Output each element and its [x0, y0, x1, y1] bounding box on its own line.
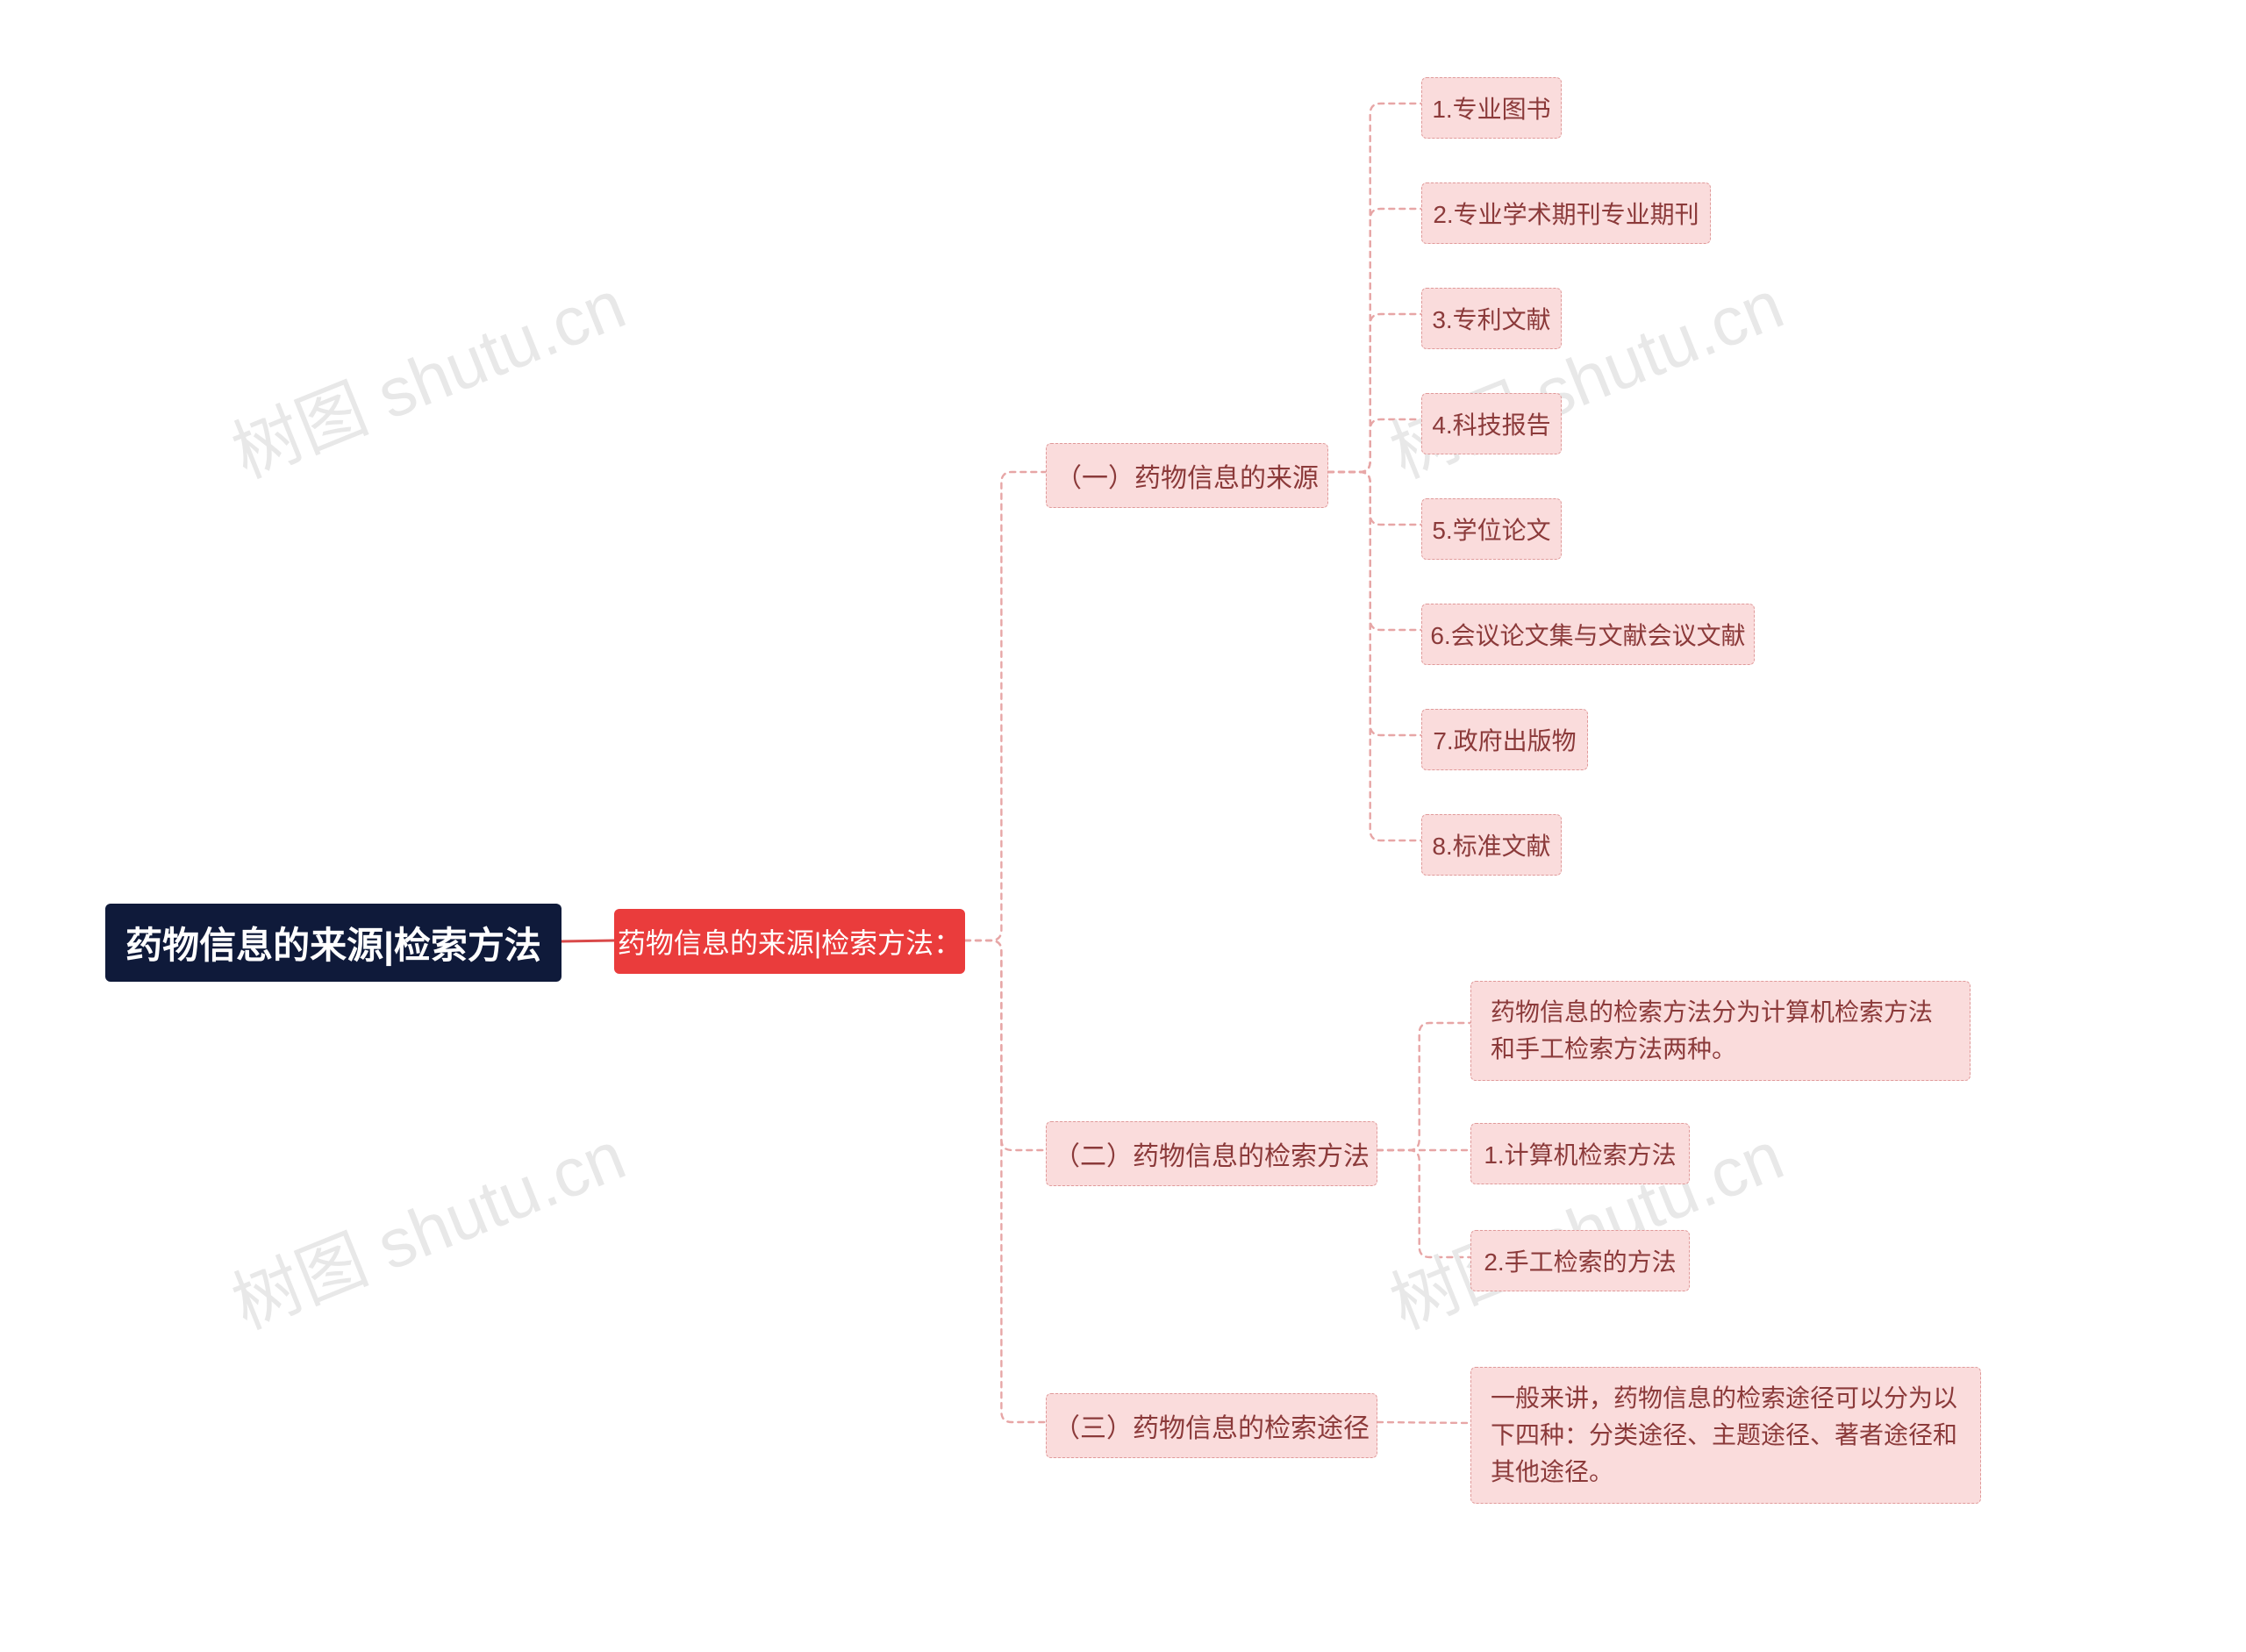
level3-node-src-4[interactable]: 5.学位论文: [1421, 498, 1562, 560]
level3-node-src-6[interactable]: 7.政府出版物: [1421, 709, 1588, 770]
level2-node-path-label: （三）药物信息的检索途径: [1054, 1406, 1370, 1445]
level1-node[interactable]: 药物信息的来源|检索方法：: [614, 909, 965, 974]
level3-node-src-2[interactable]: 3.专利文献: [1421, 288, 1562, 349]
level3-node-src-4-label: 5.学位论文: [1432, 511, 1550, 547]
level2-node-method-label: （二）药物信息的检索方法: [1054, 1134, 1370, 1173]
level3-node-src-3-label: 4.科技报告: [1432, 406, 1550, 441]
mindmap-canvas: 树图 shutu.cn树图 shutu.cn树图 shutu.cn树图 shut…: [0, 0, 2246, 1652]
level3-node-src-1-label: 2.专业学术期刊专业期刊: [1433, 196, 1699, 231]
level3-node-method-0[interactable]: 药物信息的检索方法分为计算机检索方法和手工检索方法两种。: [1470, 981, 1971, 1081]
level3-node-src-1[interactable]: 2.专业学术期刊专业期刊: [1421, 182, 1711, 244]
level3-node-src-2-label: 3.专利文献: [1432, 301, 1550, 336]
level3-node-method-0-label: 药物信息的检索方法分为计算机检索方法和手工检索方法两种。: [1491, 994, 1950, 1068]
level2-node-src[interactable]: （一）药物信息的来源: [1046, 443, 1328, 508]
level2-node-method[interactable]: （二）药物信息的检索方法: [1046, 1121, 1377, 1186]
watermark: 树图 shutu.cn: [216, 251, 637, 497]
watermark: 树图 shutu.cn: [216, 1102, 637, 1348]
level3-node-src-7-label: 8.标准文献: [1432, 827, 1550, 862]
level3-node-src-0-label: 1.专业图书: [1432, 90, 1550, 125]
level3-node-src-3[interactable]: 4.科技报告: [1421, 393, 1562, 454]
level3-node-src-0[interactable]: 1.专业图书: [1421, 77, 1562, 139]
level3-node-method-2-label: 2.手工检索的方法: [1484, 1243, 1676, 1278]
level3-node-src-5[interactable]: 6.会议论文集与文献会议文献: [1421, 604, 1755, 665]
level3-node-method-1-label: 1.计算机检索方法: [1484, 1136, 1676, 1171]
level2-node-src-label: （一）药物信息的来源: [1055, 456, 1319, 495]
level2-node-path[interactable]: （三）药物信息的检索途径: [1046, 1393, 1377, 1458]
level3-node-method-2[interactable]: 2.手工检索的方法: [1470, 1230, 1690, 1291]
level3-node-path-0-label: 一般来讲，药物信息的检索途径可以分为以下四种：分类途径、主题途径、著者途径和其他…: [1491, 1380, 1961, 1491]
root-node-label: 药物信息的来源|检索方法: [125, 916, 541, 969]
root-node[interactable]: 药物信息的来源|检索方法: [105, 904, 562, 982]
level1-node-label: 药物信息的来源|检索方法：: [618, 921, 962, 962]
level3-node-method-1[interactable]: 1.计算机检索方法: [1470, 1123, 1690, 1184]
level3-node-src-7[interactable]: 8.标准文献: [1421, 814, 1562, 876]
level3-node-path-0[interactable]: 一般来讲，药物信息的检索途径可以分为以下四种：分类途径、主题途径、著者途径和其他…: [1470, 1367, 1981, 1504]
level3-node-src-6-label: 7.政府出版物: [1433, 722, 1576, 757]
level3-node-src-5-label: 6.会议论文集与文献会议文献: [1430, 617, 1745, 652]
